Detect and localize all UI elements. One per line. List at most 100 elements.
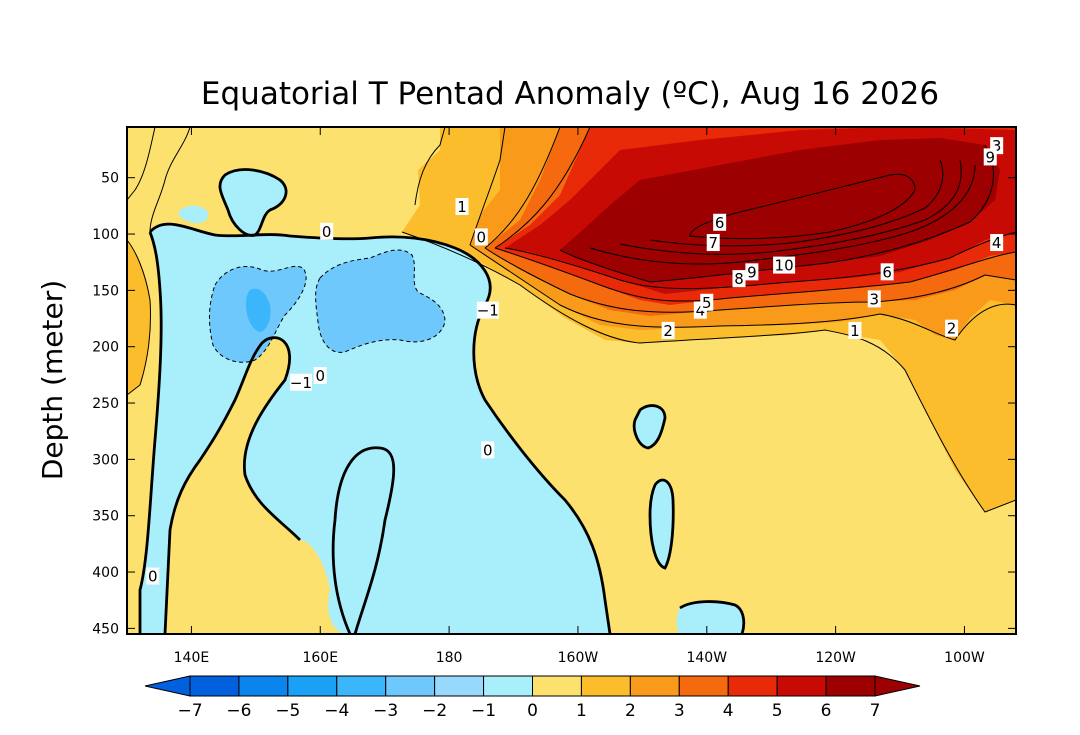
colorbar-arrow-high <box>874 675 921 697</box>
colorbar-tick-label: 7 <box>870 701 881 721</box>
chart-title: Equatorial T Pentad Anomaly (ºC), Aug 16… <box>201 76 939 112</box>
contour-zero-south-blob <box>331 446 396 634</box>
contour-upper-3 <box>484 127 561 249</box>
contour-label: 4 <box>992 234 1002 252</box>
colorbar-tick-label: 4 <box>723 701 734 721</box>
colorbar-segment <box>776 675 827 697</box>
contour-label: 9 <box>747 263 757 281</box>
contour-label: 10 <box>775 257 794 275</box>
region-cold-blob-east-3 <box>676 601 744 634</box>
contour-label-box <box>700 293 714 311</box>
colorbar-arrow-low <box>144 675 191 697</box>
x-axis: 140E 160E 180 160W 140W 120W 100W <box>174 127 985 666</box>
colorbar-segment <box>189 675 240 697</box>
contour-label-box <box>745 263 759 281</box>
region-west-edge-warm <box>127 240 151 395</box>
colorbar: −7 −6 −5 −4 −3 −2 −1 0 1 2 3 4 5 6 7 <box>144 675 921 721</box>
contour-label-box <box>146 567 160 585</box>
contour-label-box <box>481 441 495 459</box>
x-tick-label: 140W <box>686 650 727 666</box>
contour-upper-2 <box>469 127 506 246</box>
colorbar-tick-label: 5 <box>772 701 783 721</box>
colorbar-tick-label: −2 <box>422 701 447 721</box>
x-tick-label: 120W <box>815 650 856 666</box>
colorbar-tick-label: −4 <box>324 701 349 721</box>
x-tick-label: 100W <box>944 650 985 666</box>
contour-label-box <box>455 197 469 215</box>
contour-6 <box>559 144 994 283</box>
colorbar-segment <box>483 675 534 697</box>
colorbar-tick-label: 3 <box>674 701 685 721</box>
plot-frame <box>126 126 1017 635</box>
contour-label-box <box>990 234 1004 252</box>
contour-label: 1 <box>457 198 467 216</box>
y-tick-label: 450 <box>92 621 119 637</box>
contour-label: 7 <box>708 234 718 252</box>
contour-label: 0 <box>483 441 493 459</box>
contour-label-box <box>313 366 327 384</box>
colorbar-tick-label: 1 <box>576 701 587 721</box>
contour-label-box <box>713 213 727 231</box>
contour-label: 5 <box>702 294 712 312</box>
contour-label-box <box>983 148 997 166</box>
contour-label-box <box>320 222 334 240</box>
region-cold-blob-top <box>219 169 287 236</box>
contour-label-box <box>661 321 675 339</box>
contour-3 <box>484 247 1016 313</box>
contour-west-top-1 <box>127 127 156 201</box>
x-tick-label: 180 <box>436 650 463 666</box>
region-cold-blob-east-2 <box>650 480 674 568</box>
region-cold-blob-small <box>178 205 209 224</box>
colorbar-tick-label: −3 <box>373 701 398 721</box>
contour-2 <box>469 244 1016 341</box>
region-minus3-to-minus2 <box>246 288 271 332</box>
contour-label-box <box>880 263 894 281</box>
x-tick-label: 140E <box>174 650 210 666</box>
contour-label: −1 <box>290 374 312 392</box>
contour-label-box <box>476 301 499 319</box>
colorbar-segment <box>580 675 631 697</box>
colorbar-segment <box>727 675 778 697</box>
contour-label: 8 <box>734 270 744 288</box>
contour-label-box <box>867 290 881 308</box>
heatmap-field <box>127 127 1016 634</box>
region-cold-blob-east-1 <box>634 405 665 448</box>
x-tick-label: 160W <box>558 650 599 666</box>
contour-zero-east-2 <box>648 478 675 570</box>
y-tick-label: 200 <box>92 340 119 356</box>
colorbar-tick-label: −5 <box>275 701 300 721</box>
contour-label: 3 <box>992 137 1002 155</box>
colorbar-tick-label: 2 <box>625 701 636 721</box>
colorbar-segment <box>825 675 876 697</box>
y-tick-label: 50 <box>101 171 119 187</box>
colorbar-tick-label: −1 <box>471 701 496 721</box>
contour-label-box <box>848 321 862 339</box>
colorbar-segment <box>385 675 436 697</box>
colorbar-segment <box>336 675 387 697</box>
contour-lines <box>127 127 1016 634</box>
contour-zero-east-3 <box>679 600 746 634</box>
contour-label: 0 <box>148 568 158 586</box>
contour-label: 6 <box>715 214 725 232</box>
contour-4 <box>494 247 1016 302</box>
contour-label: 2 <box>947 320 957 338</box>
region-above-6 <box>560 138 1000 282</box>
colorbar-segment <box>678 675 729 697</box>
contour-label-box <box>289 373 312 391</box>
colorbar-tick-label: 6 <box>821 701 832 721</box>
contour-label-box <box>474 228 488 246</box>
contour-5 <box>504 231 1016 290</box>
colorbar-segment <box>532 675 582 697</box>
contour-10 <box>689 173 916 240</box>
contour-label: 0 <box>315 367 325 385</box>
contour-upper-4 <box>494 127 591 249</box>
region-minus2-to-minus1-central <box>315 249 445 353</box>
y-tick-label: 100 <box>92 227 119 243</box>
contour-label: 0 <box>322 223 332 241</box>
contour-zero-mid-blob <box>163 336 301 634</box>
contour-zero-east-1 <box>632 404 667 450</box>
contour-labels: 100−1−10006789106345212439 <box>146 137 1004 586</box>
contour-label-box <box>945 319 959 337</box>
x-tick-label: 160E <box>302 650 338 666</box>
colorbar-tick-label: 0 <box>527 701 538 721</box>
